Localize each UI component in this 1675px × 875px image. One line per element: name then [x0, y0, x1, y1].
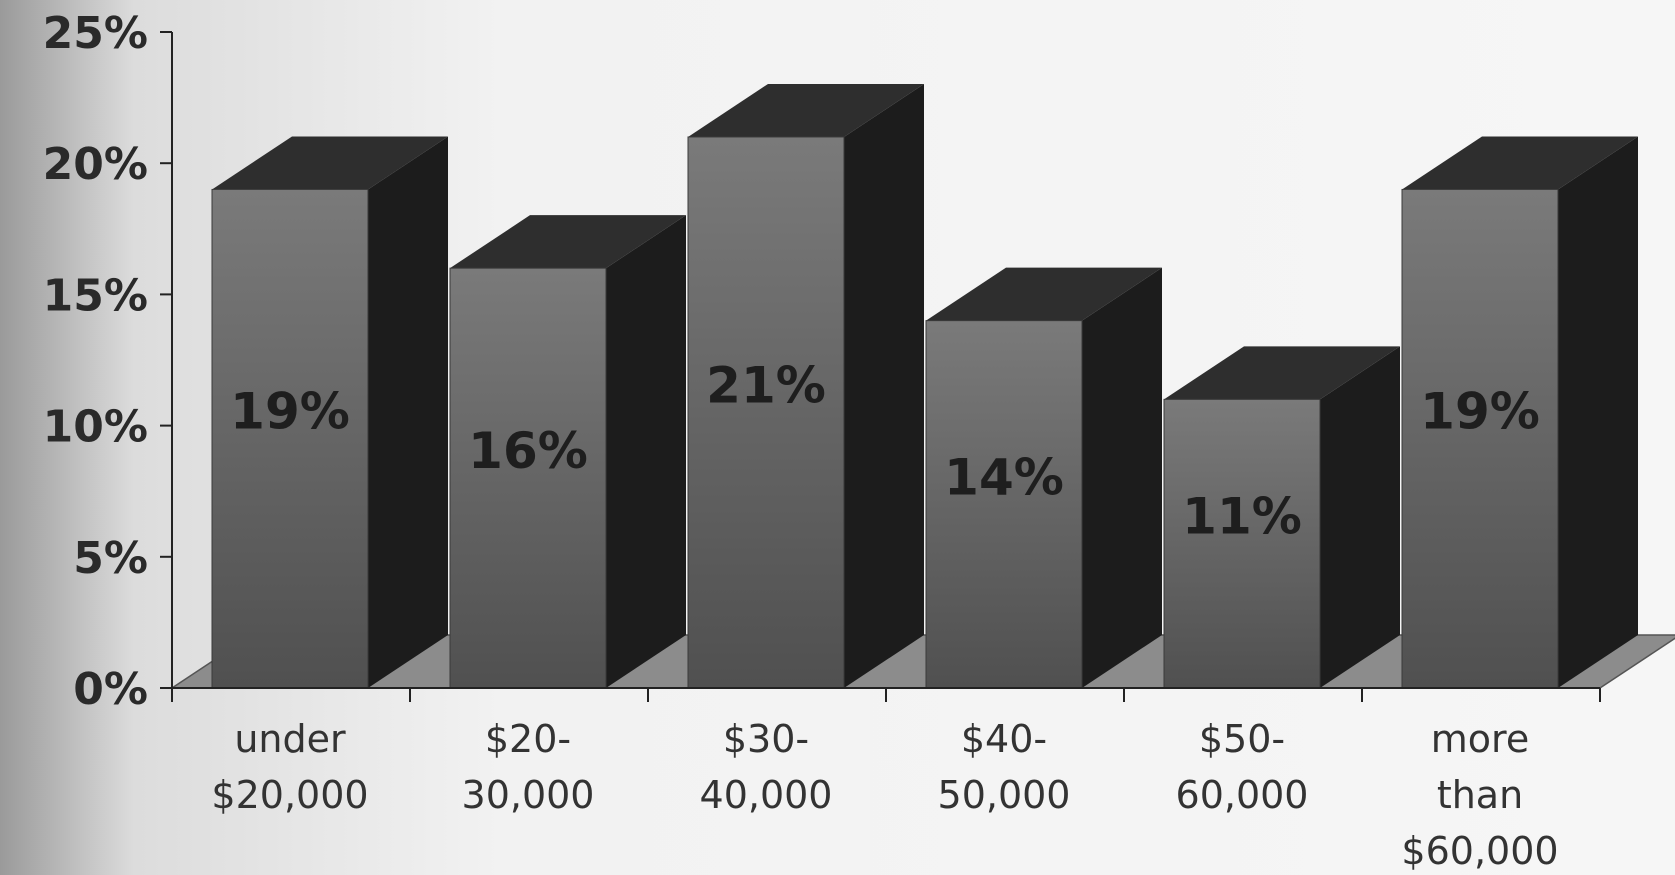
y-tick-label: 15% — [43, 270, 148, 321]
x-tick-label: $40-50,000 — [938, 717, 1071, 817]
data-label: 21% — [706, 356, 826, 414]
bar — [925, 267, 1162, 689]
y-tick-label: 5% — [73, 533, 148, 584]
y-tick-label: 10% — [43, 402, 148, 453]
data-label: 11% — [1182, 488, 1302, 546]
bar-front — [1401, 188, 1559, 689]
bar-front — [211, 188, 369, 689]
bar — [687, 83, 924, 689]
bar-top — [450, 215, 686, 269]
bar-side — [1320, 346, 1400, 688]
x-tick-label: more than $60,000 — [1401, 717, 1558, 873]
bar-top — [1402, 136, 1638, 190]
bar-top — [1164, 346, 1400, 400]
bar — [211, 136, 448, 689]
bar-side — [1558, 136, 1638, 688]
bar-front — [687, 136, 845, 689]
bar-top — [926, 267, 1162, 321]
data-label: 16% — [468, 422, 588, 480]
bar-front — [1163, 398, 1321, 689]
y-tick-label: 25% — [43, 8, 148, 59]
x-tick-label: under $20,000 — [211, 717, 368, 817]
bar-top — [212, 136, 448, 190]
bar — [1163, 346, 1400, 689]
bar-side — [844, 83, 924, 688]
bar-front — [925, 320, 1083, 689]
bar-side — [606, 215, 686, 688]
bar — [1401, 136, 1638, 689]
bar-side — [368, 136, 448, 688]
data-label: 19% — [230, 383, 350, 441]
y-tick-label: 20% — [43, 139, 148, 190]
x-tick-label: $50-60,000 — [1176, 717, 1309, 817]
bar-side — [1082, 267, 1162, 688]
y-tick-label: 0% — [73, 664, 148, 715]
data-label: 14% — [944, 448, 1064, 506]
bar-top — [688, 83, 924, 137]
bar — [449, 215, 686, 689]
data-label: 19% — [1420, 383, 1540, 441]
x-tick-label: $20-30,000 — [462, 717, 595, 817]
bar-front — [449, 267, 607, 689]
x-tick-label: $30-40,000 — [700, 717, 833, 817]
